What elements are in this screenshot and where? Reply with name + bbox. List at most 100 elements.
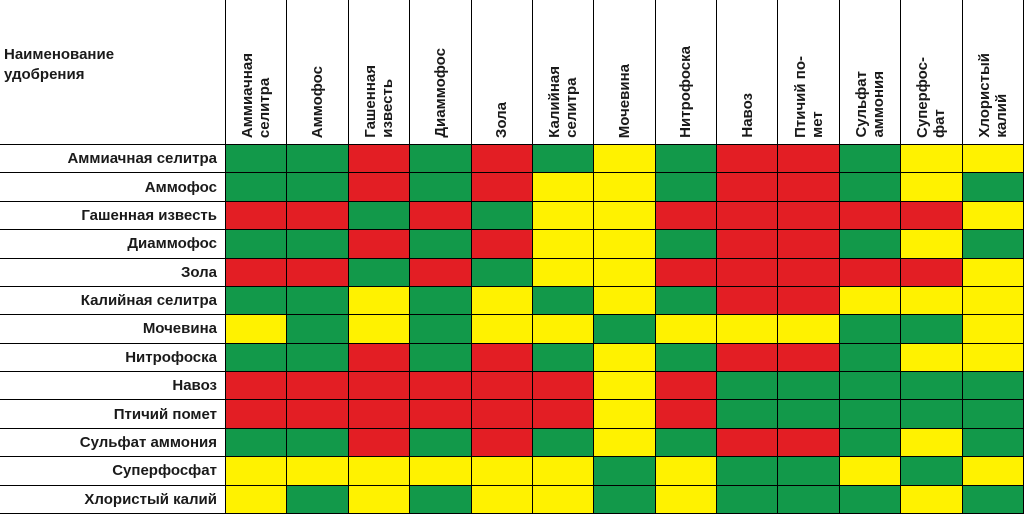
column-header: Навоз: [717, 0, 779, 145]
compatibility-cell: [410, 343, 472, 372]
compatibility-cell: [717, 343, 779, 372]
compatibility-cell: [226, 400, 288, 429]
column-header: Хлористый калий: [962, 0, 1024, 145]
compatibility-cell: [410, 173, 472, 202]
compatibility-cell: [839, 400, 902, 429]
column-header: Зола: [471, 0, 533, 145]
compatibility-cell: [287, 457, 349, 486]
compatibility-cell: [410, 145, 472, 174]
row-header: Суперфосфат: [0, 457, 226, 486]
compatibility-cell: [717, 258, 779, 287]
compatibility-cell: [410, 400, 472, 429]
compatibility-cell: [778, 258, 840, 287]
compatibility-cell: [778, 145, 840, 174]
title-line-2: удобрения: [4, 66, 85, 83]
column-header-label: Диаммофос: [431, 48, 449, 138]
compatibility-cell: [901, 286, 963, 316]
compatibility-cell: [348, 230, 411, 259]
compatibility-cell: [287, 230, 349, 259]
compatibility-cell: [717, 230, 779, 259]
column-header: Сульфат аммония: [839, 0, 902, 145]
compatibility-cell: [901, 485, 963, 514]
compatibility-cell: [962, 372, 1024, 401]
compatibility-cell: [348, 286, 411, 316]
compatibility-cell: [778, 457, 840, 486]
column-header-label: Гашенная известь: [361, 65, 396, 138]
compatibility-cell: [655, 343, 717, 372]
compatibility-cell: [594, 201, 656, 231]
compatibility-cell: [778, 201, 840, 231]
compatibility-cell: [594, 230, 656, 259]
compatibility-cell: [962, 145, 1024, 174]
compatibility-cell: [839, 230, 902, 259]
column-header-label: Аммиачная селитра: [239, 52, 274, 138]
compatibility-cell: [226, 457, 288, 486]
compatibility-cell: [410, 428, 472, 458]
compatibility-cell: [839, 457, 902, 486]
column-header: Калийная селитра: [532, 0, 595, 145]
column-header-label: Суперфос- фат: [914, 57, 949, 138]
compatibility-cell: [901, 400, 963, 429]
compatibility-cell: [962, 343, 1024, 372]
column-header-label: Зола: [493, 101, 511, 138]
compatibility-cell: [839, 173, 902, 202]
compatibility-cell: [471, 145, 533, 174]
compatibility-cell: [594, 428, 656, 458]
compatibility-cell: [594, 400, 656, 429]
compatibility-cell: [532, 286, 595, 316]
compatibility-cell: [287, 372, 349, 401]
compatibility-cell: [410, 485, 472, 514]
compatibility-cell: [839, 201, 902, 231]
row-header: Гашенная известь: [0, 201, 226, 231]
column-header: Нитрофоска: [655, 0, 717, 145]
compatibility-cell: [226, 343, 288, 372]
compatibility-cell: [839, 372, 902, 401]
compatibility-cell: [655, 286, 717, 316]
compatibility-cell: [226, 485, 288, 514]
compatibility-cell: [471, 258, 533, 287]
compatibility-cell: [901, 372, 963, 401]
compatibility-cell: [287, 428, 349, 458]
compatibility-cell: [962, 230, 1024, 259]
column-header-label: Сульфат аммония: [852, 71, 887, 138]
compatibility-cell: [532, 485, 595, 514]
compatibility-cell: [962, 428, 1024, 458]
compatibility-cell: [839, 145, 902, 174]
compatibility-cell: [839, 258, 902, 287]
compatibility-cell: [471, 343, 533, 372]
compatibility-cell: [655, 145, 717, 174]
compatibility-cell: [226, 230, 288, 259]
compatibility-cell: [962, 400, 1024, 429]
table-title: Наименование удобрения: [0, 0, 226, 145]
compatibility-cell: [532, 315, 595, 344]
compatibility-cell: [226, 286, 288, 316]
compatibility-cell: [287, 485, 349, 514]
compatibility-cell: [287, 343, 349, 372]
compatibility-cell: [287, 286, 349, 316]
compatibility-cell: [962, 485, 1024, 514]
row-header: Мочевина: [0, 315, 226, 344]
compatibility-cell: [655, 428, 717, 458]
compatibility-cell: [532, 457, 595, 486]
compatibility-cell: [901, 428, 963, 458]
compatibility-cell: [348, 315, 411, 344]
row-header: Нитрофоска: [0, 343, 226, 372]
compatibility-cell: [655, 485, 717, 514]
compatibility-cell: [717, 315, 779, 344]
compatibility-cell: [778, 343, 840, 372]
column-header-label: Птичий по- мет: [791, 56, 826, 138]
row-header: Калийная селитра: [0, 286, 226, 316]
compatibility-cell: [594, 145, 656, 174]
compatibility-cell: [717, 400, 779, 429]
compatibility-cell: [962, 457, 1024, 486]
compatibility-cell: [226, 145, 288, 174]
compatibility-cell: [901, 457, 963, 486]
compatibility-cell: [532, 258, 595, 287]
column-header: Гашенная известь: [348, 0, 411, 145]
column-header-label: Нитрофоска: [677, 46, 695, 138]
compatibility-cell: [717, 485, 779, 514]
compatibility-cell: [471, 315, 533, 344]
row-header: Хлористый калий: [0, 485, 226, 514]
compatibility-cell: [594, 286, 656, 316]
compatibility-cell: [594, 173, 656, 202]
